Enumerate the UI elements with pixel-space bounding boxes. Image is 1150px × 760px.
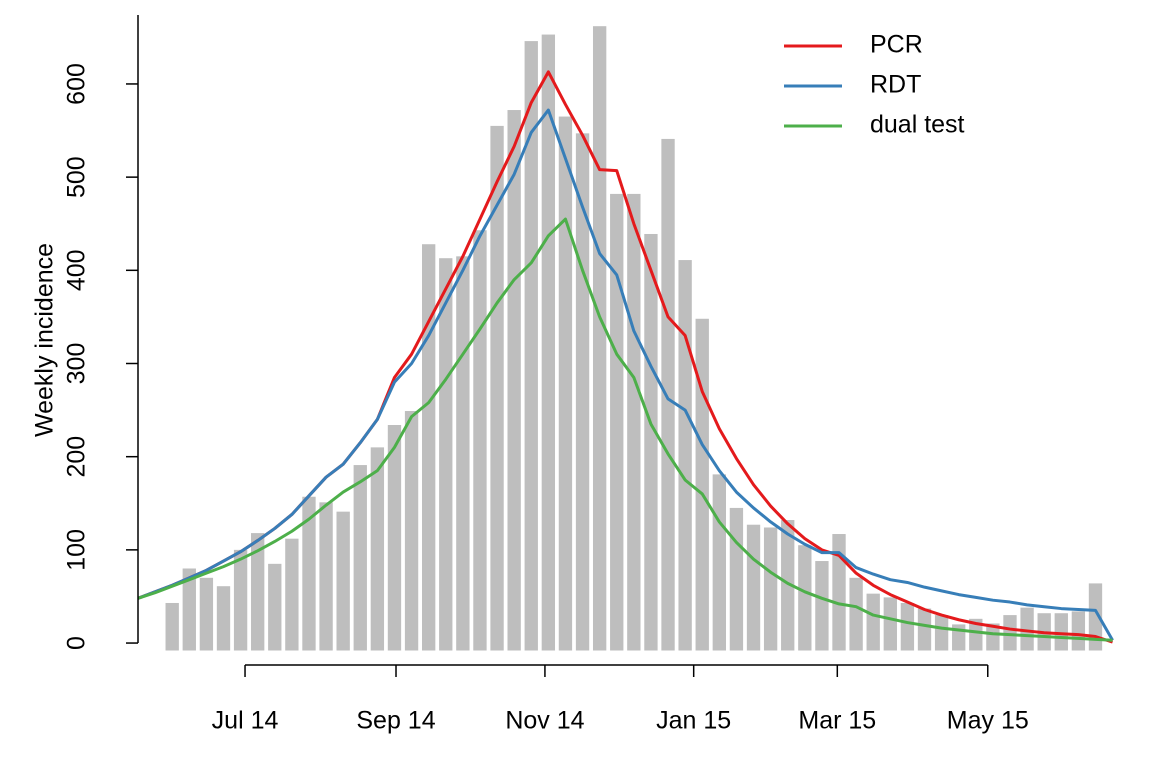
bar: [182, 568, 196, 651]
bar: [302, 496, 316, 651]
bar: [233, 549, 248, 651]
bar: [934, 615, 949, 651]
x-tick-label: Jan 15: [656, 707, 731, 735]
bar: [969, 618, 983, 651]
y-tick-label: 400: [63, 249, 91, 291]
bar: [336, 511, 350, 651]
legend-label: dual test: [870, 111, 965, 139]
bar: [421, 244, 436, 651]
y-tick-label: 600: [63, 63, 91, 105]
bar: [1020, 607, 1034, 651]
bar: [319, 502, 333, 651]
bar: [917, 608, 932, 651]
bar: [695, 318, 709, 651]
bar: [456, 256, 470, 651]
bar: [592, 26, 607, 651]
bar: [883, 597, 897, 651]
bar: [729, 507, 744, 651]
bar: [900, 602, 915, 651]
bar: [370, 447, 385, 651]
bar: [268, 563, 282, 651]
legend-label: PCR: [870, 31, 923, 59]
bar: [216, 586, 231, 651]
x-tick-label: Mar 15: [798, 707, 876, 735]
bar: [490, 125, 504, 651]
y-axis-label: Weekly incidence: [31, 243, 59, 437]
bar: [507, 110, 521, 651]
bar: [815, 561, 829, 651]
bar: [1088, 583, 1103, 651]
bar: [763, 527, 778, 651]
y-tick-label: 100: [63, 529, 91, 571]
x-tick-label: Sep 14: [356, 707, 435, 735]
bar: [439, 258, 453, 651]
bar: [712, 474, 726, 651]
bar: [798, 545, 812, 651]
bar: [285, 538, 299, 651]
line: [137, 108, 1114, 641]
bar: [644, 233, 658, 651]
bar: [473, 230, 487, 651]
bar: [849, 577, 863, 651]
x-tick-label: Nov 14: [505, 707, 584, 735]
bar: [678, 260, 692, 651]
bar: [558, 116, 573, 651]
y-tick-label: 300: [63, 343, 91, 385]
y-tick-label: 0: [63, 636, 91, 650]
bar: [251, 533, 265, 651]
x-tick-label: May 15: [947, 707, 1029, 735]
bar: [610, 193, 624, 651]
bar: [404, 411, 419, 651]
bar: [627, 193, 641, 651]
bar: [832, 534, 846, 651]
bar: [387, 425, 402, 651]
y-tick-label: 500: [63, 156, 91, 198]
bar: [541, 34, 556, 651]
bar: [353, 465, 367, 651]
bar: [1054, 613, 1068, 651]
bar: [781, 520, 795, 651]
bar: [1003, 615, 1017, 651]
bar: [661, 138, 675, 651]
bar: [1071, 611, 1086, 651]
line: [137, 70, 1114, 644]
line: [137, 217, 1113, 642]
bar: [986, 623, 1000, 651]
bar: [866, 593, 880, 651]
legend-label: RDT: [870, 71, 921, 99]
bar: [199, 577, 214, 651]
bar: [746, 524, 761, 651]
y-tick-label: 200: [63, 436, 91, 478]
bar: [165, 602, 179, 651]
bar: [524, 41, 538, 651]
x-tick-label: Jul 14: [212, 707, 279, 735]
